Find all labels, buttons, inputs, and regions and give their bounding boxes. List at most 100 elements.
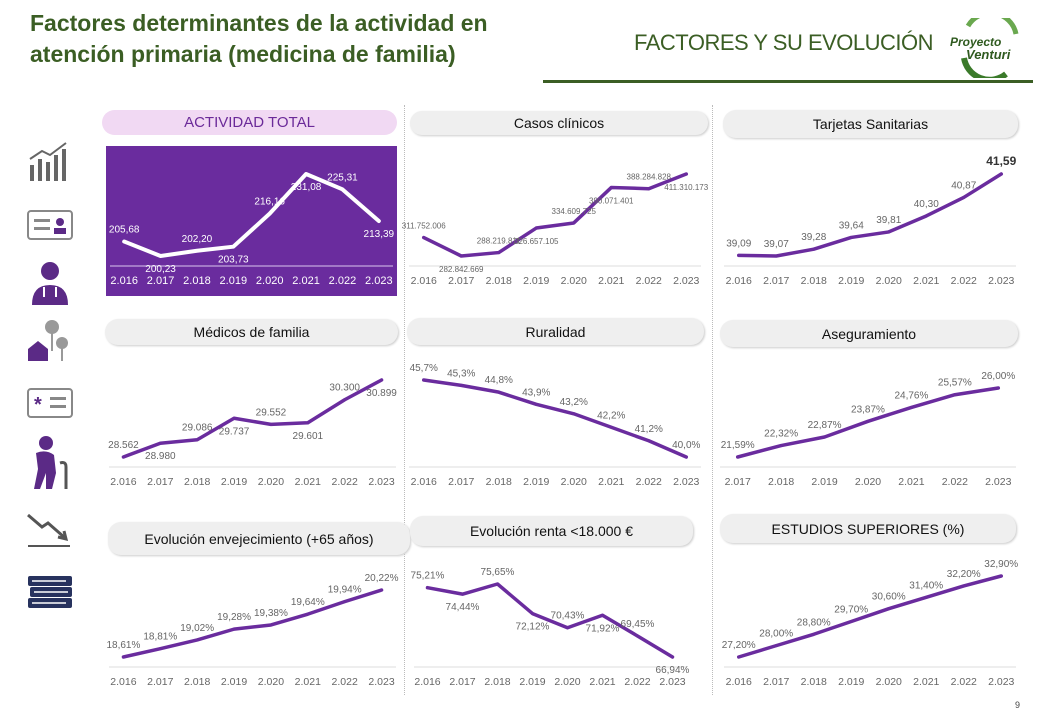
data-label: 202,20 bbox=[182, 234, 213, 245]
x-tick-label: 2.017 bbox=[763, 676, 789, 688]
x-tick-label: 2.022 bbox=[942, 476, 968, 488]
data-point bbox=[779, 444, 783, 448]
data-label: 27,20% bbox=[722, 640, 756, 651]
data-label: 29.601 bbox=[293, 431, 324, 442]
data-label: 22,32% bbox=[764, 429, 798, 440]
proyecto-venturi-logo: Proyecto Venturi bbox=[946, 10, 1026, 83]
x-tick-label: 2.018 bbox=[183, 275, 211, 287]
chart-title-casos-clinicos: Casos clínicos bbox=[410, 111, 708, 135]
data-point bbox=[849, 235, 853, 239]
data-point bbox=[953, 393, 957, 397]
data-point bbox=[232, 627, 236, 631]
data-label: 29,70% bbox=[834, 604, 868, 615]
svg-text:Proyecto: Proyecto bbox=[950, 35, 1001, 49]
x-tick-label: 2.022 bbox=[332, 676, 358, 688]
data-point bbox=[496, 582, 499, 586]
data-label: 28.562 bbox=[108, 440, 139, 451]
data-label: 28,00% bbox=[759, 629, 793, 640]
x-tick-label: 2.020 bbox=[554, 676, 580, 688]
data-point bbox=[534, 226, 538, 230]
page-title: Factores determinantes de la actividad e… bbox=[30, 10, 488, 67]
data-label: 18,81% bbox=[143, 632, 177, 643]
series-line bbox=[737, 172, 1003, 258]
data-label: 31,40% bbox=[909, 580, 943, 591]
id-card-icon bbox=[22, 197, 78, 253]
data-label: 200,23 bbox=[145, 264, 176, 275]
data-point bbox=[609, 186, 613, 190]
data-label: 30.899 bbox=[366, 388, 397, 399]
x-tick-label: 2.021 bbox=[898, 476, 924, 488]
data-label: 213,39 bbox=[364, 229, 395, 240]
data-point bbox=[572, 412, 576, 416]
x-tick-label: 2.017 bbox=[147, 676, 173, 688]
data-label: 225,31 bbox=[327, 172, 358, 183]
data-label: 288.219.811 bbox=[477, 237, 521, 246]
data-label: 29.737 bbox=[219, 426, 250, 437]
data-label: 25,57% bbox=[938, 378, 972, 389]
data-label: 21,59% bbox=[721, 440, 755, 451]
data-point bbox=[380, 588, 384, 592]
data-label: 43,9% bbox=[522, 387, 550, 398]
data-point bbox=[962, 195, 966, 199]
page-number: 9 bbox=[1014, 700, 1020, 710]
data-label: 28.980 bbox=[145, 451, 176, 462]
chart-actividad-total: 205,68 2.016 200,23 2.017 202,20 2.018 203,73 2… bbox=[106, 146, 397, 296]
x-tick-label: 2.017 bbox=[448, 476, 474, 488]
x-tick-label: 2.017 bbox=[147, 476, 173, 488]
data-point bbox=[195, 438, 199, 442]
data-point bbox=[343, 398, 347, 402]
data-point bbox=[812, 247, 816, 251]
x-tick-label: 2.018 bbox=[486, 275, 512, 287]
data-label: 45,3% bbox=[447, 368, 475, 379]
x-tick-label: 2.018 bbox=[184, 676, 210, 688]
data-label: 29.086 bbox=[182, 423, 213, 434]
data-label: 69,45% bbox=[621, 619, 655, 630]
data-point bbox=[121, 655, 125, 659]
x-tick-label: 2.018 bbox=[486, 476, 512, 488]
data-point bbox=[647, 439, 651, 443]
x-tick-label: 2.019 bbox=[221, 476, 247, 488]
x-tick-label: 2.022 bbox=[636, 275, 662, 287]
x-tick-label: 2.018 bbox=[484, 676, 510, 688]
data-point bbox=[887, 607, 891, 611]
svg-text:Venturi: Venturi bbox=[966, 47, 1011, 62]
x-tick-label: 2.021 bbox=[598, 275, 624, 287]
svg-text:*: * bbox=[34, 394, 42, 416]
data-label: 72,12% bbox=[516, 622, 550, 633]
data-label: 40,87 bbox=[951, 180, 976, 191]
x-tick-label: 2.019 bbox=[838, 275, 864, 287]
chart-tarjetas-sanitarias: 39,09 2.016 39,07 2.017 39,28 2.018 39,64 2.019… bbox=[720, 146, 1020, 296]
x-tick-label: 2.016 bbox=[414, 676, 440, 688]
data-label: 216,16 bbox=[254, 197, 285, 208]
x-tick-label: 2.016 bbox=[411, 275, 437, 287]
data-point bbox=[647, 187, 651, 191]
data-label: 20,22% bbox=[365, 573, 399, 584]
x-tick-label: 2.020 bbox=[855, 476, 881, 488]
data-point bbox=[195, 638, 199, 642]
data-label: 203,73 bbox=[218, 255, 249, 266]
data-point bbox=[566, 626, 569, 630]
data-label: 32,20% bbox=[947, 569, 981, 580]
data-point bbox=[671, 655, 674, 659]
data-label: 44,8% bbox=[485, 375, 513, 386]
series-line bbox=[737, 574, 1003, 659]
data-label: 205,68 bbox=[109, 225, 140, 236]
data-point bbox=[812, 632, 816, 636]
chart-title-evolucion-renta-18-000: Evolución renta <18.000 € bbox=[410, 516, 693, 546]
data-label: 24,76% bbox=[894, 390, 928, 401]
data-point bbox=[122, 240, 126, 244]
data-label: 30,60% bbox=[872, 592, 906, 603]
x-tick-label: 2.022 bbox=[624, 676, 650, 688]
bar-chart-trend-icon bbox=[22, 135, 78, 191]
data-label: 19,02% bbox=[180, 623, 214, 634]
x-tick-label: 2.019 bbox=[811, 476, 837, 488]
data-label: 334.609.725 bbox=[552, 207, 597, 216]
chart-medicos-de-familia: 28.562 2.016 28.980 2.017 29.086 2.018 29.737 2… bbox=[105, 352, 400, 497]
data-label: 41,2% bbox=[635, 424, 663, 435]
data-point bbox=[497, 251, 501, 255]
x-tick-label: 2.023 bbox=[659, 676, 685, 688]
x-tick-label: 2.020 bbox=[561, 476, 587, 488]
data-point bbox=[999, 574, 1003, 578]
data-point bbox=[343, 600, 347, 604]
x-tick-label: 2.022 bbox=[636, 476, 662, 488]
